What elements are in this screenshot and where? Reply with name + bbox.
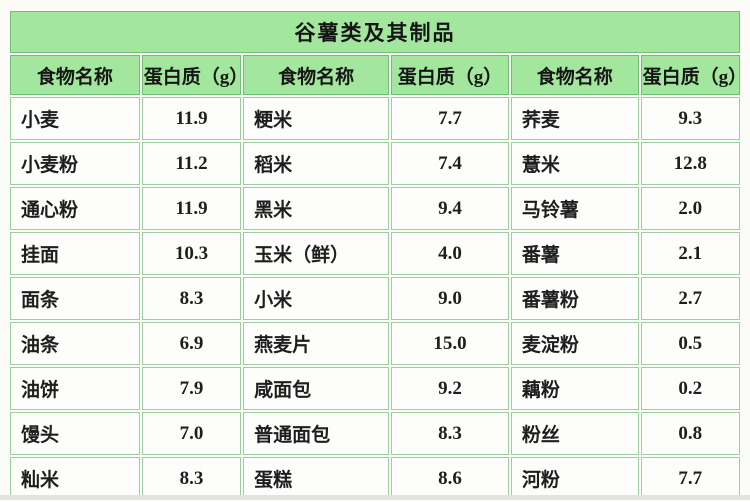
food-name-cell: 荞麦 [510, 97, 639, 140]
protein-value-cell: 9.4 [391, 187, 509, 230]
protein-value-cell: 6.9 [141, 322, 242, 365]
food-name-cell: 蛋糕 [243, 457, 390, 500]
table-row: 油条 6.9 燕麦片 15.0 麦淀粉 0.5 [10, 322, 740, 365]
protein-value-cell: 9.2 [391, 367, 509, 410]
table-row: 油饼 7.9 咸面包 9.2 藕粉 0.2 [10, 367, 740, 410]
table-row: 挂面 10.3 玉米（鲜） 4.0 番薯 2.1 [10, 232, 740, 275]
food-name-cell: 番薯粉 [510, 277, 639, 320]
protein-value-cell: 9.3 [640, 97, 740, 140]
protein-value-cell: 12.8 [640, 142, 740, 185]
protein-value-cell: 8.3 [141, 457, 242, 500]
food-name-cell: 藕粉 [510, 367, 639, 410]
protein-value-cell: 7.0 [141, 412, 242, 455]
protein-value-cell: 7.9 [141, 367, 242, 410]
protein-value-cell: 11.9 [141, 187, 242, 230]
protein-value-cell: 8.6 [391, 457, 509, 500]
food-name-cell: 粉丝 [510, 412, 639, 455]
food-name-cell: 油饼 [10, 367, 140, 410]
header-protein-3: 蛋白质（g） [640, 55, 747, 95]
protein-value-cell: 10.3 [141, 232, 242, 275]
protein-value-cell: 7.4 [391, 142, 509, 185]
food-name-cell: 小麦粉 [10, 142, 140, 185]
food-name-cell: 面条 [10, 277, 140, 320]
protein-value-cell: 7.7 [391, 97, 509, 140]
header-food-name-2: 食物名称 [243, 55, 390, 95]
food-name-cell: 咸面包 [243, 367, 390, 410]
protein-value-cell: 0.5 [640, 322, 740, 365]
food-name-cell: 稻米 [243, 142, 390, 185]
table-row: 面条 8.3 小米 9.0 番薯粉 2.7 [10, 277, 740, 320]
food-name-cell: 河粉 [510, 457, 639, 500]
food-name-cell: 番薯 [510, 232, 639, 275]
header-food-name-3: 食物名称 [510, 55, 639, 95]
food-name-cell: 通心粉 [10, 187, 140, 230]
protein-value-cell: 15.0 [391, 322, 509, 365]
food-name-cell: 燕麦片 [243, 322, 390, 365]
food-name-cell: 油条 [10, 322, 140, 365]
food-name-cell: 馒头 [10, 412, 140, 455]
protein-content-table: 谷薯类及其制品 食物名称 蛋白质（g） 食物名称 蛋白质（g） 食物名称 蛋白质… [8, 9, 747, 502]
food-name-cell: 普通面包 [243, 412, 390, 455]
header-protein-2: 蛋白质（g） [391, 55, 509, 95]
table-row: 籼米 8.3 蛋糕 8.6 河粉 7.7 [10, 457, 740, 500]
table-body: 小麦 11.9 粳米 7.7 荞麦 9.3 小麦粉 11.2 稻米 7.4 薏米 12.8 通心粉 11.… [10, 97, 740, 500]
protein-value-cell: 2.7 [640, 277, 740, 320]
food-name-cell: 小麦 [10, 97, 140, 140]
food-name-cell: 马铃薯 [510, 187, 639, 230]
table-row: 小麦粉 11.2 稻米 7.4 薏米 12.8 [10, 142, 740, 185]
table-row: 通心粉 11.9 黑米 9.4 马铃薯 2.0 [10, 187, 740, 230]
protein-value-cell: 9.0 [391, 277, 509, 320]
protein-value-cell: 11.9 [141, 97, 242, 140]
table-title-row: 谷薯类及其制品 [10, 11, 740, 53]
food-name-cell: 玉米（鲜） [243, 232, 390, 275]
protein-value-cell: 0.2 [640, 367, 740, 410]
protein-value-cell: 2.0 [640, 187, 740, 230]
header-protein-1: 蛋白质（g） [141, 55, 248, 95]
food-name-cell: 粳米 [243, 97, 390, 140]
protein-value-cell: 8.3 [391, 412, 509, 455]
protein-value-cell: 11.2 [141, 142, 242, 185]
food-name-cell: 籼米 [10, 457, 140, 500]
food-name-cell: 黑米 [243, 187, 390, 230]
food-name-cell: 麦淀粉 [510, 322, 639, 365]
protein-value-cell: 4.0 [391, 232, 509, 275]
protein-value-cell: 2.1 [640, 232, 740, 275]
food-name-cell: 小米 [243, 277, 390, 320]
protein-value-cell: 0.8 [640, 412, 740, 455]
food-name-cell: 挂面 [10, 232, 140, 275]
food-name-cell: 薏米 [510, 142, 639, 185]
protein-value-cell: 8.3 [141, 277, 242, 320]
table-row: 馒头 7.0 普通面包 8.3 粉丝 0.8 [10, 412, 740, 455]
table-header-row: 食物名称 蛋白质（g） 食物名称 蛋白质（g） 食物名称 蛋白质（g） [10, 55, 747, 95]
protein-value-cell: 7.7 [640, 457, 740, 500]
table-row: 小麦 11.9 粳米 7.7 荞麦 9.3 [10, 97, 740, 140]
header-food-name-1: 食物名称 [10, 55, 140, 95]
table-title: 谷薯类及其制品 [10, 11, 740, 53]
